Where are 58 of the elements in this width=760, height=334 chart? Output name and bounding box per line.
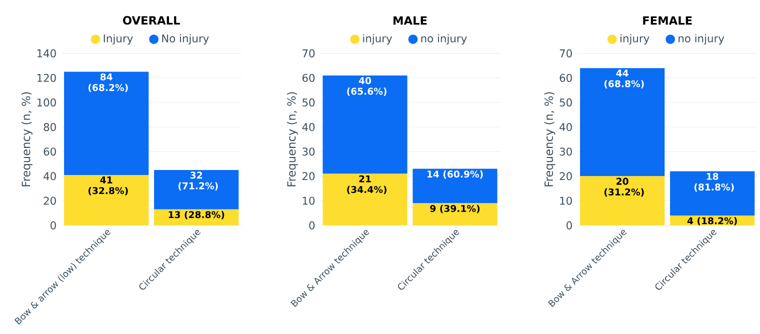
y-tick-label: 40 bbox=[302, 122, 315, 132]
bar bbox=[322, 75, 408, 174]
bar bbox=[412, 168, 498, 204]
data-label: 41 (32.8%) bbox=[88, 176, 128, 196]
chart-title: MALE bbox=[394, 16, 427, 25]
legend-label: no injury bbox=[678, 34, 724, 45]
legend-label: injury bbox=[363, 34, 392, 45]
y-tick-label: 60 bbox=[302, 74, 315, 82]
bar bbox=[580, 68, 665, 176]
y-tick-label: 40 bbox=[560, 122, 572, 132]
y-tick-label: 30 bbox=[560, 148, 572, 156]
y-tick-label: 70 bbox=[560, 49, 572, 58]
data-label: 40 (65.6%) bbox=[347, 77, 386, 96]
bar bbox=[580, 176, 665, 226]
chart-title: FEMALE bbox=[643, 16, 692, 25]
data-label: 13 (28.8%) bbox=[168, 210, 224, 220]
y-tick-label: 50 bbox=[560, 98, 572, 106]
y-tick-label: 20 bbox=[302, 172, 315, 180]
y-tick-label: 80 bbox=[44, 122, 56, 132]
bar bbox=[670, 171, 755, 216]
y-tick-label: 30 bbox=[302, 148, 315, 156]
data-label: 32 (71.2%) bbox=[178, 172, 218, 190]
y-axis-title: Frequency (n, %) bbox=[286, 92, 298, 186]
bar bbox=[64, 72, 149, 175]
bar bbox=[412, 203, 498, 226]
y-tick-label: 60 bbox=[44, 148, 56, 156]
y-tick-label: 60 bbox=[560, 74, 572, 82]
bar bbox=[64, 174, 149, 226]
y-tick-label: 0 bbox=[309, 221, 315, 230]
y-tick-label: 0 bbox=[566, 221, 572, 230]
data-label: 20 (31.2%) bbox=[604, 178, 644, 197]
y-tick-label: 50 bbox=[302, 98, 315, 106]
y-tick-label: 20 bbox=[560, 172, 572, 180]
chart-title: OVERALL bbox=[123, 16, 180, 25]
data-label: 9 (39.1%) bbox=[430, 204, 480, 214]
bar bbox=[322, 174, 408, 226]
data-label: 4 (18.2%) bbox=[687, 217, 737, 226]
data-label: 18 (81.8%) bbox=[694, 172, 734, 192]
y-tick-label: 20 bbox=[44, 196, 56, 205]
data-label: 84 (68.2%) bbox=[88, 73, 128, 92]
y-tick-label: 100 bbox=[37, 98, 56, 106]
y-tick-label: 0 bbox=[50, 221, 56, 230]
y-tick-label: 10 bbox=[560, 196, 572, 205]
y-tick-label: 40 bbox=[44, 172, 56, 180]
data-label: 21 (34.4%) bbox=[347, 175, 386, 194]
data-label: 44 (68.8%) bbox=[604, 70, 644, 88]
legend-label: no injury bbox=[421, 34, 467, 45]
y-axis-title: Frequency (n, %) bbox=[22, 92, 32, 186]
y-tick-label: 70 bbox=[302, 49, 315, 58]
data-label: 14 (60.9%) bbox=[427, 170, 483, 179]
legend-label: No injury bbox=[162, 34, 209, 45]
y-tick-label: 120 bbox=[37, 74, 56, 82]
legend-label: injury bbox=[620, 34, 650, 45]
legend-label: Injury bbox=[104, 34, 133, 45]
bar bbox=[154, 170, 239, 210]
y-tick-label: 10 bbox=[302, 196, 315, 205]
y-tick-label: 140 bbox=[37, 49, 56, 58]
y-axis-title: Frequency (n, %) bbox=[544, 92, 556, 186]
